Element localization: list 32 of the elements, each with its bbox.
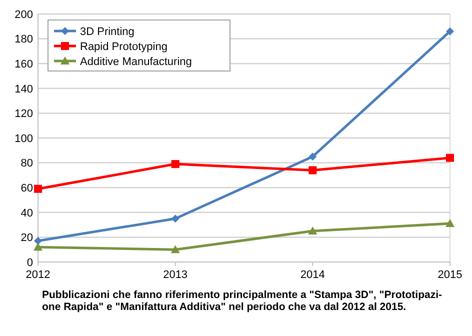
point	[171, 160, 180, 168]
y-tick-label: 180	[14, 34, 33, 46]
point	[446, 154, 454, 162]
point	[170, 245, 180, 254]
y-tick-label: 140	[14, 83, 33, 96]
y-tick-label: 0	[26, 256, 33, 269]
legend-label: 3D Printing	[80, 26, 134, 38]
point	[34, 184, 42, 193]
point	[308, 166, 317, 174]
legend-label: Rapid Prototyping	[80, 40, 168, 53]
y-tick-label: 200	[14, 8, 33, 21]
text: Pubblicazioni che fanno riferimento principalmente a "Stampa 3D", "Prototipazi-	[42, 289, 442, 301]
x-tick-label: 2015	[438, 269, 462, 281]
point	[34, 236, 42, 245]
point	[171, 214, 180, 223]
point	[308, 152, 317, 161]
point	[446, 27, 454, 36]
y-tick-label: 80	[20, 158, 33, 170]
y-tick-label: 40	[20, 207, 33, 220]
x-tick-label: 2013	[163, 269, 188, 281]
text: one Rapida" e "Manifattura Additiva" nel periodo che va dal 2012 al 2015.	[42, 301, 406, 313]
point	[446, 219, 454, 228]
x-tick-label: 2012	[26, 269, 50, 281]
legend-label: Additive Manufacturing	[80, 56, 192, 68]
y-tick-label: 20	[20, 232, 33, 244]
point	[308, 226, 318, 234]
y-tick-label: 60	[20, 182, 33, 194]
y-tick-label: 160	[14, 58, 33, 70]
y-tick-label: 100	[14, 132, 33, 145]
y-tick-label: 120	[14, 108, 33, 120]
x-tick-label: 2014	[300, 269, 325, 281]
point	[34, 242, 42, 251]
